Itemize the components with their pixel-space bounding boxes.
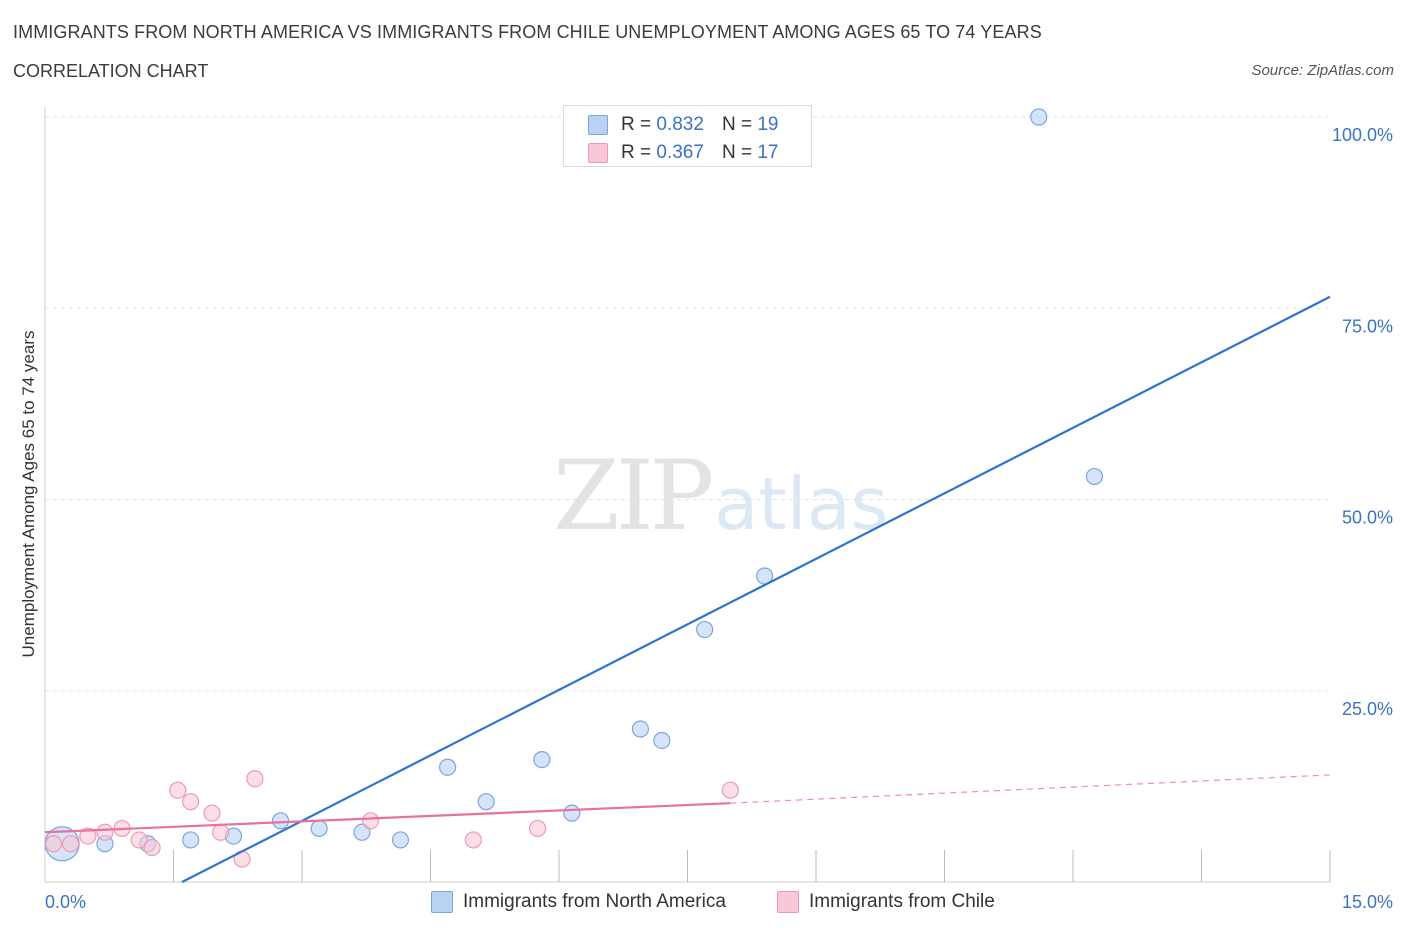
y-tick-label: 100.0% bbox=[1332, 125, 1393, 145]
chile-trendline-extension bbox=[730, 774, 1331, 804]
legend-swatch-pink bbox=[588, 143, 608, 163]
legend-n-label: N = bbox=[721, 114, 753, 135]
chile-point bbox=[361, 812, 380, 830]
chile-point bbox=[464, 831, 482, 849]
north-america-point bbox=[696, 620, 714, 639]
legend-r-label: R = bbox=[621, 114, 652, 135]
bottom-legend-label: Immigrants from Chile bbox=[809, 891, 995, 912]
bottom-legend-swatch-blue bbox=[431, 891, 453, 913]
north-america-point bbox=[353, 823, 371, 841]
chile-point bbox=[169, 781, 187, 799]
source-credit: Source: ZipAtlas.com bbox=[1251, 62, 1394, 79]
legend-swatch-blue bbox=[588, 115, 608, 135]
legend-n-label: N = bbox=[721, 142, 753, 163]
north-america-point bbox=[631, 720, 649, 738]
chile-point bbox=[203, 804, 221, 822]
chile-point bbox=[79, 827, 97, 845]
legend-row-north-america: R = 0.832 N = 19 bbox=[588, 113, 778, 137]
y-tick-label: 50.0% bbox=[1342, 508, 1393, 528]
legend-row-chile: R = 0.367 N = 17 bbox=[588, 141, 778, 165]
bottom-legend-label: Immigrants from North America bbox=[463, 891, 726, 912]
correlation-legend: R = 0.832 N = 19 R = 0.367 N = 17 bbox=[563, 105, 812, 167]
chart-title: IMMIGRANTS FROM NORTH AMERICA VS IMMIGRA… bbox=[13, 22, 1042, 42]
y-tick-label: 75.0% bbox=[1342, 316, 1393, 336]
north-america-point bbox=[1085, 467, 1104, 486]
north-america-point bbox=[391, 831, 410, 849]
north-america-point bbox=[439, 758, 457, 776]
north-america-point bbox=[477, 793, 495, 811]
chile-point bbox=[528, 819, 547, 838]
y-tick-label: 25.0% bbox=[1342, 699, 1393, 719]
legend-n-value: 19 bbox=[757, 114, 779, 135]
chile-point bbox=[130, 831, 148, 849]
chile-point bbox=[143, 838, 161, 857]
bottom-legend-swatch-pink bbox=[777, 891, 799, 913]
x-tick-label: 0.0% bbox=[45, 892, 86, 912]
bottom-legend-north-america: Immigrants from North America bbox=[431, 889, 726, 915]
chile-point bbox=[212, 823, 230, 841]
legend-n-value: 17 bbox=[757, 142, 779, 163]
north-america-point bbox=[563, 804, 581, 822]
north-america-point bbox=[310, 819, 328, 838]
chile-point bbox=[721, 781, 739, 799]
x-tick-label: 15.0% bbox=[1342, 892, 1393, 912]
bottom-legend-chile: Immigrants from Chile bbox=[777, 889, 995, 915]
legend-r-value: 0.367 bbox=[656, 142, 704, 163]
y-axis-title: Unemployment Among Ages 65 to 74 years bbox=[19, 331, 38, 658]
north-america-point bbox=[271, 812, 290, 830]
chile-point bbox=[44, 835, 63, 853]
chile-point bbox=[96, 823, 114, 841]
chile-point bbox=[246, 770, 264, 788]
north-america-point bbox=[182, 831, 200, 849]
north-america-point bbox=[533, 750, 551, 769]
chile-point bbox=[62, 835, 80, 853]
north-america-trendline bbox=[181, 295, 1331, 883]
north-america-point bbox=[1030, 108, 1048, 126]
north-america-point bbox=[653, 731, 671, 750]
legend-r-label: R = bbox=[621, 142, 652, 163]
legend-r-value: 0.832 bbox=[656, 114, 704, 135]
chart-subtitle: CORRELATION CHART bbox=[13, 61, 209, 81]
chile-point bbox=[182, 793, 200, 811]
chile-trendline bbox=[44, 802, 731, 834]
